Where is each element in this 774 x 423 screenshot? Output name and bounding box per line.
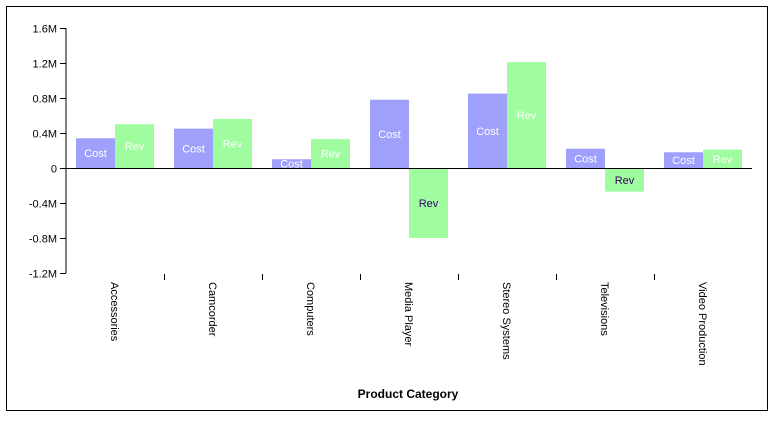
bar-label-rev: Rev <box>223 139 243 151</box>
y-tick-label: 0.8M <box>33 94 57 106</box>
bar-label-cost: Cost <box>574 153 597 165</box>
bar-rev <box>311 139 350 168</box>
bar-cost <box>370 99 409 168</box>
bar-label-cost: Cost <box>280 159 303 171</box>
bar-label-cost: Cost <box>672 155 695 167</box>
bar-label-rev: Rev <box>419 198 439 210</box>
y-tick-label: 0.4M <box>33 129 57 141</box>
bar-rev <box>703 149 742 168</box>
bar-label-rev: Rev <box>517 110 537 122</box>
x-category-label: Stereo Systems <box>500 282 512 360</box>
chart-border <box>6 6 768 411</box>
y-axis: -1.2M -0.8M -0.4M 0 0.4M 0.8M 1.2M 1.6M <box>29 24 67 281</box>
x-axis: Accessories Camcorder Computers Media Playe… <box>108 274 708 366</box>
bar-rev <box>409 168 448 238</box>
bar-rev <box>115 124 154 168</box>
bar-label-rev: Rev <box>125 141 145 153</box>
x-category-label: Video Production <box>696 282 708 366</box>
x-category-label: Computers <box>304 282 316 336</box>
bar-label-rev: Rev <box>615 175 635 187</box>
bar-label-cost: Cost <box>84 148 107 160</box>
y-tick-label: -1.2M <box>29 269 57 281</box>
y-tick-label: 1.6M <box>33 24 57 36</box>
x-category-label: Accessories <box>108 282 120 342</box>
bar-rev <box>507 62 546 168</box>
bar-label-cost: Cost <box>182 143 205 155</box>
bar-cost <box>468 93 507 168</box>
y-tick-label: 0 <box>51 164 57 176</box>
y-tick-label: -0.4M <box>29 199 57 211</box>
bar-labels: Cost Rev Cost Rev Cost Rev Cost Rev Cost Rev Cost R… <box>84 110 733 210</box>
bar-label-rev: Rev <box>321 149 341 161</box>
bar-rev <box>213 119 252 168</box>
x-axis-title: Product Category <box>358 387 459 401</box>
bar-cost <box>566 148 605 168</box>
y-tick-label: 1.2M <box>33 59 57 71</box>
bars <box>76 62 742 238</box>
bar-rev <box>605 168 644 192</box>
bar-cost <box>76 138 115 168</box>
x-category-label: Televisions <box>598 282 610 336</box>
x-category-label: Media Player <box>402 282 414 347</box>
bar-cost <box>664 152 703 168</box>
bar-label-cost: Cost <box>378 129 401 141</box>
y-tick-label: -0.8M <box>29 234 57 246</box>
bar-cost <box>174 128 213 168</box>
x-category-label: Camcorder <box>206 282 218 337</box>
bar-cost <box>272 159 311 168</box>
bar-label-cost: Cost <box>476 126 499 138</box>
bar-label-rev: Rev <box>713 154 733 166</box>
